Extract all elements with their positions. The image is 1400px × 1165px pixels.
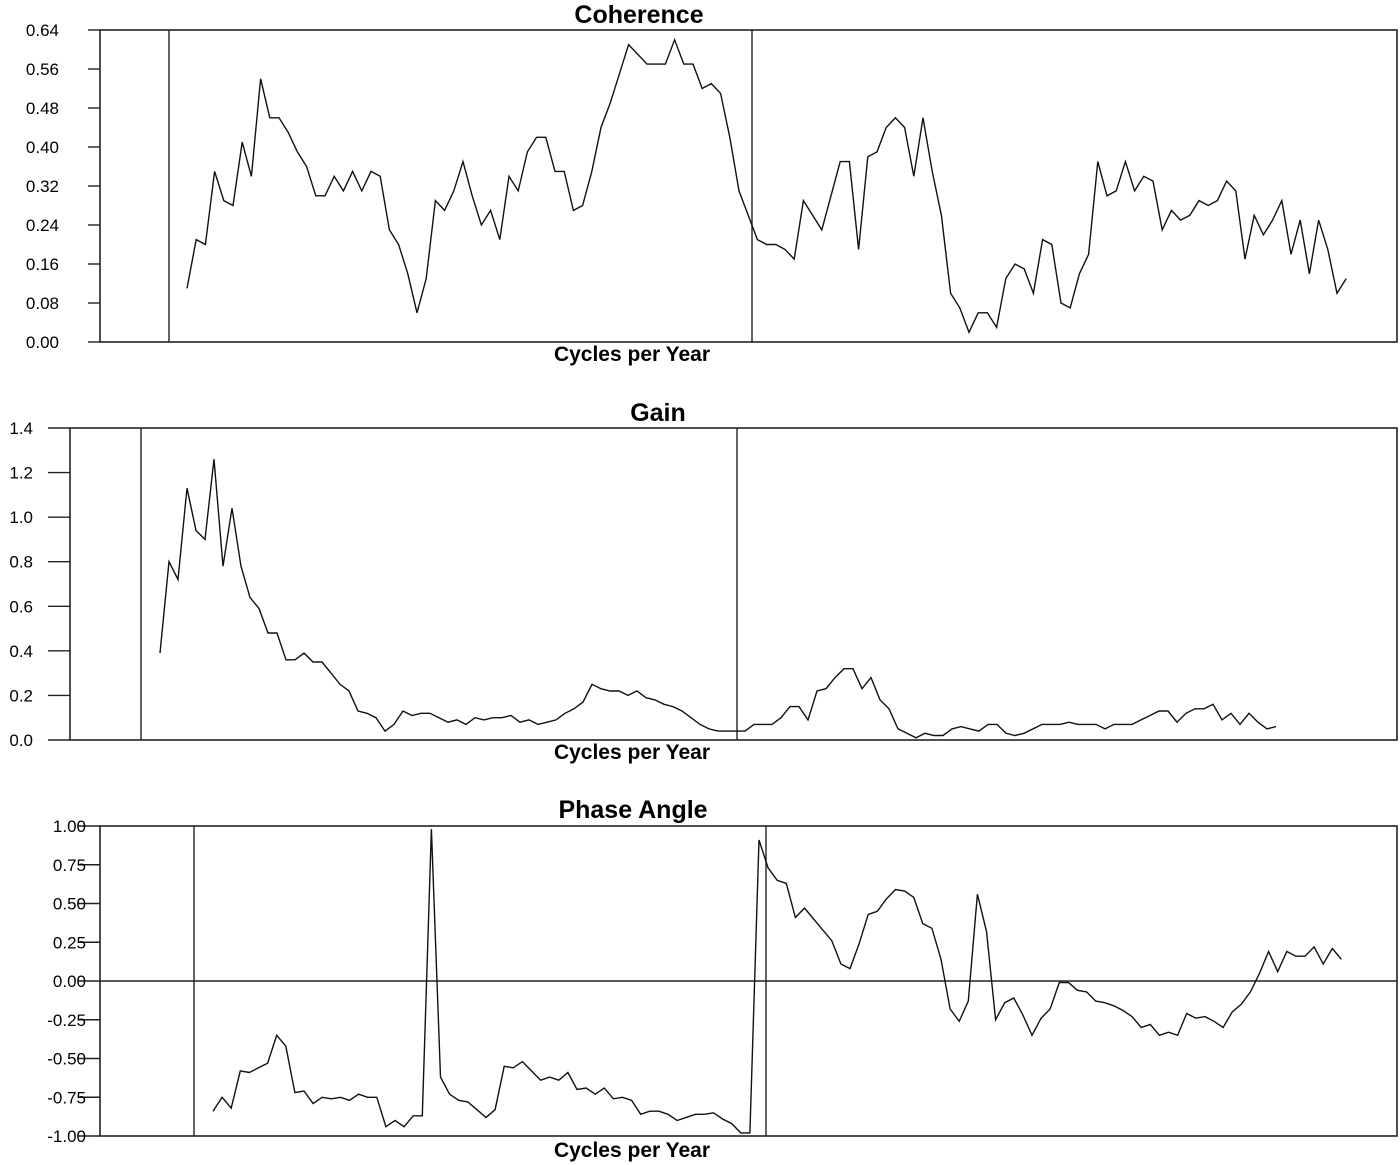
y-tick-label: 0.50 (53, 895, 86, 914)
y-tick-label: 0.0 (9, 731, 33, 750)
gain-title: Gain (630, 399, 686, 427)
y-tick-label: 1.2 (9, 464, 33, 483)
y-tick-label: 0.75 (53, 856, 86, 875)
phase-panel: Phase Angle -1.00 -0.75 -0.50 -0.25 0.00 0.25… (47, 796, 1398, 1162)
y-tick-label: 0.25 (53, 933, 86, 952)
y-tick-label: 0.2 (9, 686, 33, 705)
y-tick-label: 0.32 (26, 177, 59, 196)
y-tick-label: 0.64 (26, 21, 59, 40)
coherence-series-line (186, 37, 1347, 335)
gain-plot-frame (69, 427, 1398, 741)
gain-series-line (159, 459, 1277, 739)
y-tick-label: -1.00 (47, 1127, 86, 1146)
y-tick-label: 0.48 (26, 99, 59, 118)
coherence-plot-frame (99, 29, 1398, 343)
y-tick-label: 0.24 (26, 216, 59, 235)
gain-x-axis-label: Cycles per Year (554, 741, 710, 764)
gain-y-axis: 0.0 0.2 0.4 0.6 0.8 1.0 1.2 1.4 (9, 419, 70, 750)
gain-panel: Gain 0.0 0.2 0.4 0.6 0.8 1.0 1.2 1.4 Cycles per… (9, 399, 1398, 764)
y-tick-label: 0.56 (26, 60, 59, 79)
coherence-title: Coherence (574, 1, 703, 29)
y-tick-label: 0.6 (9, 597, 33, 616)
coherence-x-axis-label: Cycles per Year (554, 343, 710, 366)
y-tick-label: 0.00 (26, 333, 59, 352)
phase-title: Phase Angle (558, 796, 707, 824)
y-tick-label: 0.00 (53, 972, 86, 991)
y-tick-label: -0.75 (47, 1088, 86, 1107)
y-tick-label: 1.00 (53, 817, 86, 836)
y-tick-label: -0.25 (47, 1011, 86, 1030)
phase-y-axis: -1.00 -0.75 -0.50 -0.25 0.00 0.25 0.50 0.75 1.00 (47, 817, 100, 1146)
y-tick-label: 0.40 (26, 138, 59, 157)
y-tick-label: 0.16 (26, 255, 59, 274)
phase-series-line (212, 829, 1342, 1134)
y-tick-label: 0.8 (9, 553, 33, 572)
coherence-panel: Coherence 0.000.080.160.240.320.400.480.… (26, 1, 1398, 366)
y-tick-label: 0.4 (9, 642, 33, 661)
coherence-y-axis: 0.00 0.08 0.16 0.24 0.32 0.40 0.48 0.56 0.64 (26, 21, 100, 352)
y-tick-label: 0.08 (26, 294, 59, 313)
phase-x-axis-label: Cycles per Year (554, 1139, 710, 1162)
y-tick-label: 1.0 (9, 508, 33, 527)
y-tick-label: 1.4 (9, 419, 33, 438)
y-tick-label: -0.50 (47, 1050, 86, 1069)
